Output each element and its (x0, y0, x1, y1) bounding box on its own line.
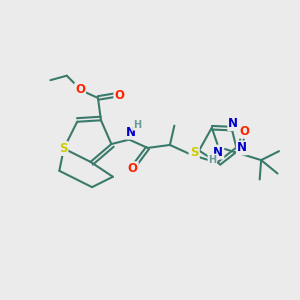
Text: S: S (59, 142, 68, 155)
Text: O: O (128, 162, 138, 175)
Text: N: N (126, 126, 136, 139)
Text: N: N (237, 141, 247, 154)
Text: H: H (208, 154, 217, 164)
Text: S: S (189, 149, 198, 162)
Text: O: O (114, 88, 124, 101)
Text: O: O (75, 83, 85, 97)
Text: H: H (133, 120, 141, 130)
Text: O: O (239, 125, 249, 138)
Text: N: N (213, 146, 224, 159)
Text: S: S (190, 146, 199, 159)
Text: N: N (228, 117, 238, 130)
